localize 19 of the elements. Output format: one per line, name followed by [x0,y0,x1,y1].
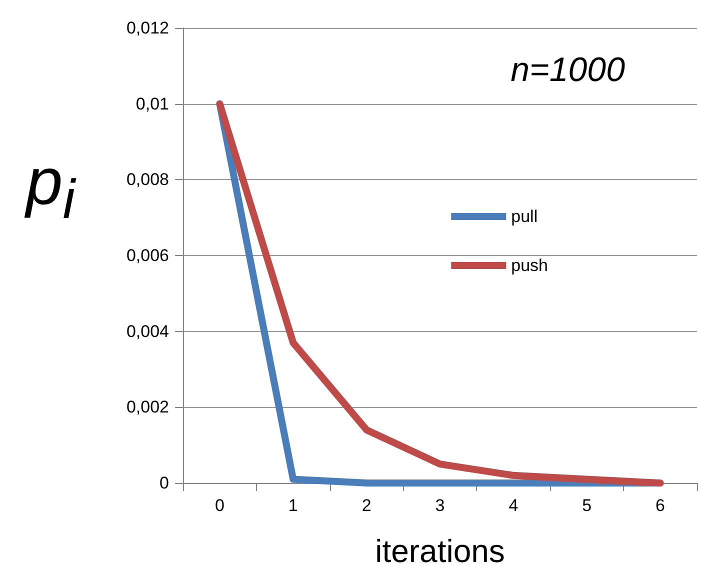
x-tick-label: 0 [214,496,224,515]
y-tick-label: 0,006 [126,246,169,265]
y-tick-label: 0,01 [136,94,169,114]
x-axis-title: iterations [375,533,505,569]
legend-label: pull [511,207,538,226]
y-tick-label: 0,012 [126,18,169,38]
x-tick-label: 2 [362,496,372,515]
x-tick-label: 5 [582,496,592,515]
y-tick-label: 0,004 [126,322,169,341]
y-axis-title: p$_{i}$ [26,144,75,230]
x-tick-label: 6 [656,496,666,515]
x-tick-label: 3 [435,496,445,515]
y-tick-label: 0 [160,474,169,492]
x-tick-label: 1 [288,496,298,515]
y-tick-label: 0,002 [126,398,169,417]
y-tick-label: 0,008 [126,170,169,190]
annotation: n=1000 [510,51,626,89]
x-tick-label: 4 [508,496,518,515]
legend-label: push [511,256,548,275]
